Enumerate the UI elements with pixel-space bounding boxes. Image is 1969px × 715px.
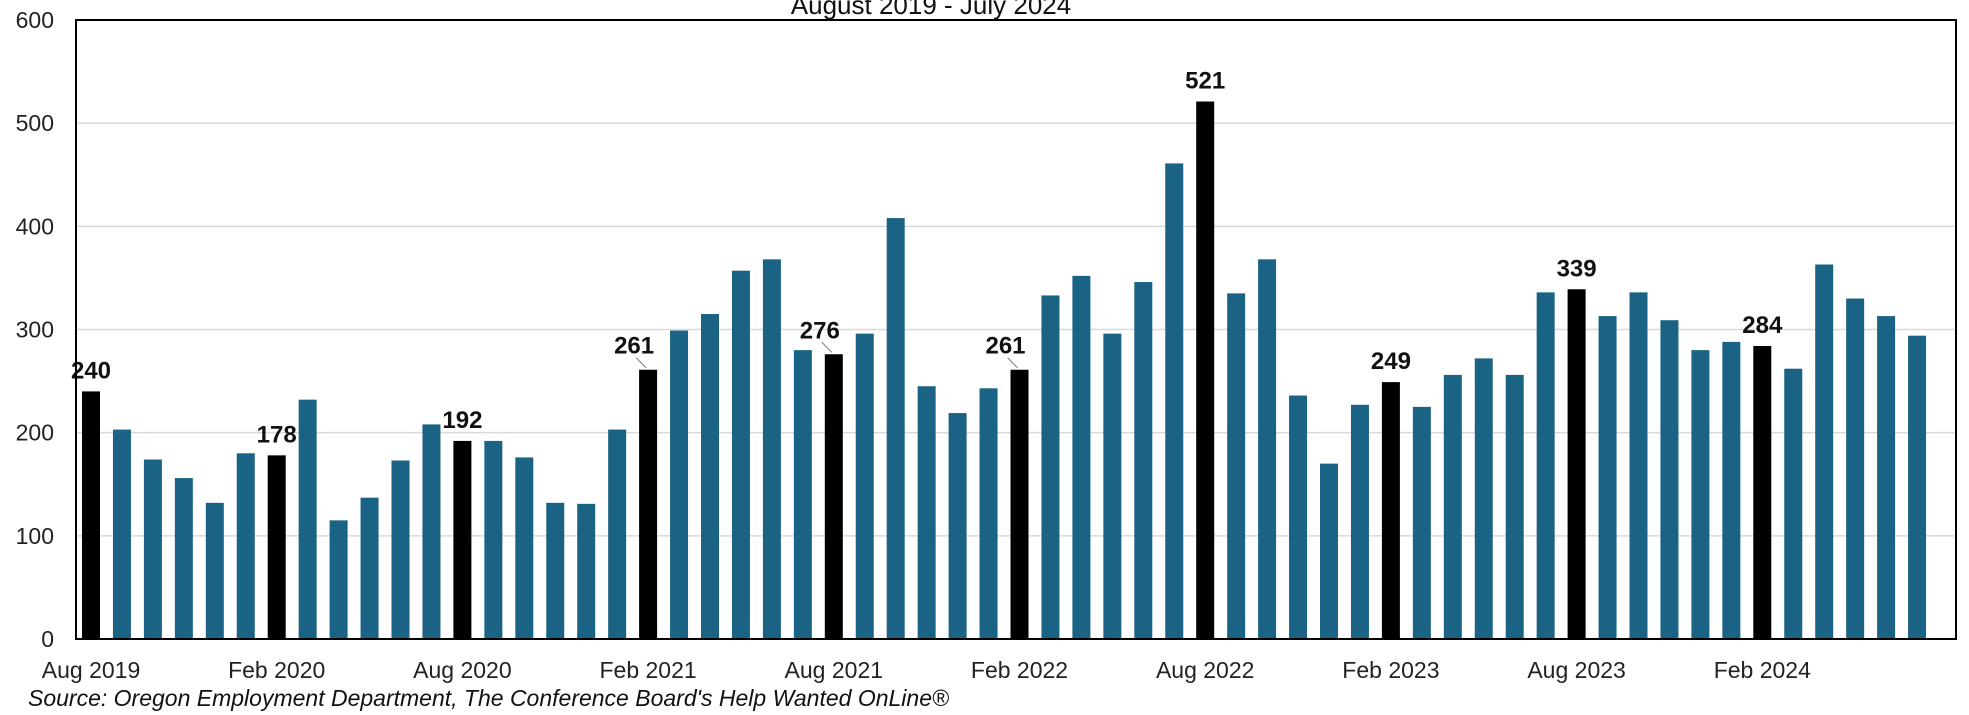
y-tick-label: 400 [16, 213, 54, 239]
y-tick-label: 500 [16, 110, 54, 136]
bar [886, 218, 905, 639]
source-note: Source: Oregon Employment Department, Th… [28, 685, 949, 711]
bar [1350, 404, 1369, 639]
bar [1289, 395, 1308, 639]
x-tick-label: Aug 2020 [413, 657, 511, 683]
bar [422, 424, 441, 639]
bar [1660, 320, 1679, 639]
bar [917, 386, 936, 639]
bar [1041, 295, 1060, 639]
bar [1103, 333, 1122, 639]
bar-highlight [453, 440, 472, 639]
data-label: 261 [985, 333, 1025, 360]
bar [1784, 368, 1803, 639]
y-tick-label: 300 [16, 317, 54, 343]
bar [1072, 275, 1091, 639]
bar [577, 503, 596, 639]
bar-highlight [639, 369, 658, 639]
bar [236, 453, 255, 639]
bar [1722, 341, 1741, 639]
bar [855, 333, 874, 639]
bar [112, 429, 131, 639]
bar [515, 457, 534, 639]
data-label-leader [1007, 357, 1018, 369]
bar [979, 388, 998, 639]
bar-highlight [1567, 289, 1586, 639]
bars [82, 101, 1927, 640]
bar-highlight [1753, 346, 1772, 639]
bar [793, 350, 812, 639]
bar [1412, 406, 1431, 640]
bar [701, 314, 719, 639]
bar [1846, 298, 1865, 639]
plot-frame [75, 19, 1957, 640]
bar [762, 259, 781, 639]
data-label: 178 [257, 421, 297, 448]
bar [731, 270, 750, 639]
x-tick-label: Aug 2022 [1156, 657, 1254, 683]
bar [1908, 335, 1927, 639]
data-label: 192 [442, 407, 482, 434]
bar [391, 460, 410, 639]
y-tick-label: 0 [41, 626, 54, 652]
bar [360, 497, 379, 639]
bar [1443, 374, 1462, 639]
bar-highlight [1196, 101, 1215, 639]
data-label-leader [821, 341, 833, 353]
x-tick-label: Feb 2023 [1342, 657, 1439, 683]
x-tick-label: Aug 2021 [785, 657, 883, 683]
bar [948, 413, 967, 639]
bar [1258, 259, 1277, 639]
bar [205, 502, 224, 639]
data-label-leader [635, 357, 647, 369]
bar [329, 520, 348, 639]
data-label: 240 [71, 357, 111, 384]
bar [546, 502, 565, 639]
bar [1536, 292, 1555, 639]
data-labels: 240 178 192 261 276 261 521 249 339 284 [71, 68, 1783, 449]
y-tick-label: 600 [16, 7, 54, 33]
bar [1320, 463, 1338, 639]
bar [174, 478, 193, 639]
bar-highlight [267, 455, 286, 639]
x-tick-label: Aug 2023 [1527, 657, 1625, 683]
data-label: 339 [1557, 255, 1597, 282]
bar-highlight [824, 354, 843, 639]
x-tick-label: Feb 2021 [599, 657, 696, 683]
bar [1227, 293, 1246, 639]
x-tick-label: Feb 2022 [971, 657, 1068, 683]
bar [1474, 358, 1493, 639]
y-tick-label: 200 [16, 420, 54, 446]
y-tick-label: 100 [16, 523, 54, 549]
bar [1134, 282, 1153, 639]
bar [298, 399, 317, 639]
bar [1165, 163, 1184, 639]
bar [1598, 316, 1617, 639]
chart-subtitle: August 2019 - July 2024 [791, 0, 1071, 20]
bar [484, 440, 503, 639]
bar-highlight [82, 391, 100, 639]
data-label: 284 [1742, 312, 1783, 339]
bar [670, 330, 689, 639]
bar [1877, 316, 1896, 639]
data-label: 261 [614, 333, 654, 360]
bar [1629, 292, 1648, 639]
x-tick-label: Feb 2020 [228, 657, 325, 683]
bar [143, 459, 162, 639]
data-label: 249 [1371, 348, 1411, 375]
data-label: 276 [800, 317, 840, 344]
bar [1815, 264, 1834, 639]
x-tick-label: Feb 2024 [1714, 657, 1811, 683]
data-label: 521 [1185, 68, 1225, 95]
bar-highlight [1381, 382, 1400, 639]
bar [1691, 350, 1710, 639]
x-axis-tick-labels: Aug 2019 Feb 2020 Aug 2020 Feb 2021 Aug 2021… [42, 657, 1811, 683]
bar [608, 429, 627, 639]
y-axis-tick-labels: 0 100 200 300 400 500 600 [16, 7, 54, 652]
bar [1505, 374, 1524, 639]
x-tick-label: Aug 2019 [42, 657, 140, 683]
bar-highlight [1010, 369, 1029, 639]
